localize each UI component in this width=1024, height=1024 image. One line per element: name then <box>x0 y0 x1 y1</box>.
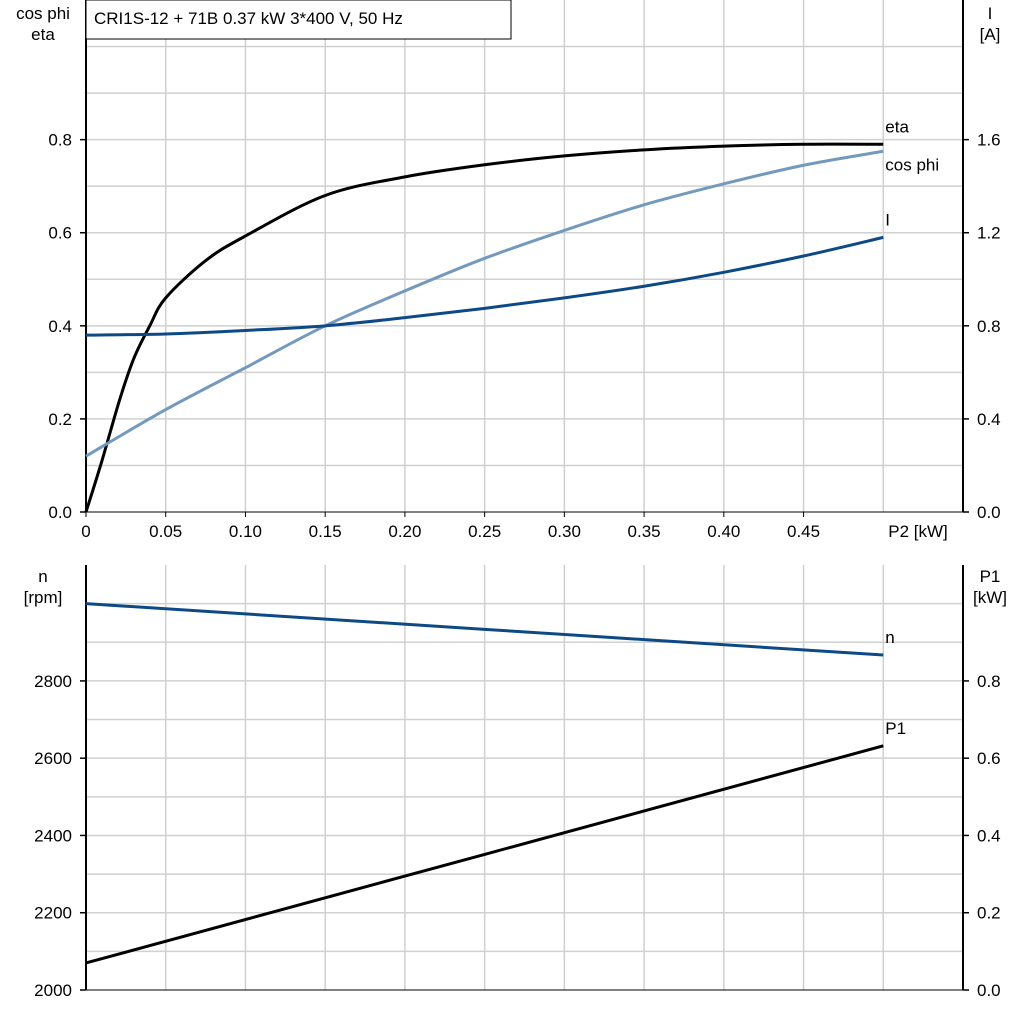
x-tick-label: 0.45 <box>787 522 820 541</box>
y-tick-label-right: 0.2 <box>977 904 1001 923</box>
series-p1-label: P1 <box>885 719 906 738</box>
y-tick-label-right: 0.6 <box>977 749 1001 768</box>
title-box <box>85 0 512 40</box>
y-tick-label-right: 0.8 <box>977 672 1001 691</box>
y-axis-label-left: [rpm] <box>24 588 63 607</box>
y-tick-label-left: 2200 <box>34 904 72 923</box>
series-p1-line <box>85 744 884 965</box>
y-axis-label-right: [kW] <box>973 588 1007 607</box>
series-cos-phi-line <box>85 149 884 458</box>
x-tick-label: 0.30 <box>548 522 581 541</box>
series-cos-phi-label: cos phi <box>885 155 939 174</box>
x-tick-label: 0.20 <box>388 522 421 541</box>
y-axis-label-left: eta <box>31 25 55 44</box>
y-tick-label-right: 0.0 <box>977 503 1001 522</box>
y-tick-label-left: 2400 <box>34 826 72 845</box>
x-tick-label: 0.35 <box>628 522 661 541</box>
y-tick-label-left: 0.0 <box>48 503 72 522</box>
y-tick-label-right: 1.6 <box>977 131 1001 150</box>
y-axis-label-right: [A] <box>980 25 1001 44</box>
y-tick-label-right: 0.8 <box>977 317 1001 336</box>
y-tick-label-left: 2000 <box>34 981 72 1000</box>
series-n-label: n <box>885 628 894 647</box>
y-axis-label-right: P1 <box>980 567 1001 586</box>
y-tick-label-right: 0.4 <box>977 410 1001 429</box>
y-tick-label-left: 0.6 <box>48 224 72 243</box>
series-i-label: I <box>885 210 890 229</box>
y-axis-label-right: I <box>988 4 993 23</box>
y-tick-label-left: 2600 <box>34 749 72 768</box>
x-tick-label: 0.10 <box>229 522 262 541</box>
y-tick-label-right: 1.2 <box>977 224 1001 243</box>
series-i-line <box>85 235 884 337</box>
y-tick-label-left: 0.2 <box>48 410 72 429</box>
series-n-line <box>85 602 884 657</box>
series-eta-line <box>84 142 884 513</box>
x-axis-label: P2 [kW] <box>888 522 948 541</box>
y-tick-label-right: 0.4 <box>977 826 1001 845</box>
y-axis-label-left: cos phi <box>16 4 70 23</box>
y-tick-label-left: 0.8 <box>48 131 72 150</box>
x-tick-label: 0.05 <box>149 522 182 541</box>
y-tick-label-right: 0.0 <box>977 981 1001 1000</box>
x-tick-label: 0.15 <box>309 522 342 541</box>
x-tick-label: 0.40 <box>707 522 740 541</box>
series-eta-label: eta <box>885 117 909 136</box>
y-tick-label-left: 0.4 <box>48 317 72 336</box>
y-axis-label-left: n <box>38 567 47 586</box>
chart-title: CRI1S-12 + 71B 0.37 kW 3*400 V, 50 Hz <box>94 9 403 28</box>
y-tick-label-left: 2800 <box>34 672 72 691</box>
x-tick-label: 0 <box>81 522 90 541</box>
x-tick-label: 0.25 <box>468 522 501 541</box>
